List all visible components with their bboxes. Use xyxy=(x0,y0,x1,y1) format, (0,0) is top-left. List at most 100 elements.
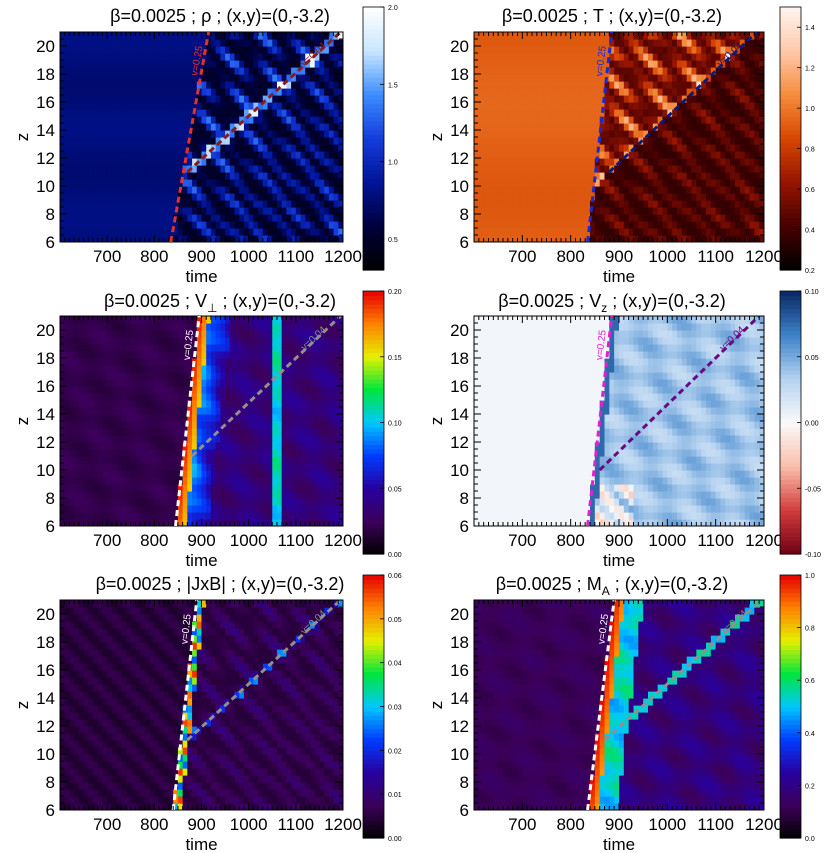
y-tick-label: 20 xyxy=(36,321,55,340)
colorbar-tick-label: 0.06 xyxy=(388,573,402,580)
colorbar-tick-label: -0.10 xyxy=(805,552,821,559)
colorbar-tick-label: 0.00 xyxy=(805,421,819,428)
colorbar-tick-label: 0.2 xyxy=(805,268,815,275)
colorbar: 0.20 0.15 0.10 0.05 0.00 xyxy=(362,289,402,559)
y-tick-label: 8 xyxy=(460,489,469,508)
chart-title: β=0.0025 ; T ; (x,y)=(0,-3.2) xyxy=(502,6,722,26)
colorbar-tick-label: 2.0 xyxy=(388,5,398,12)
annotation-line xyxy=(169,32,211,242)
heatmap-image xyxy=(60,600,343,810)
y-axis-label: z xyxy=(13,701,32,710)
x-tick-label: 800 xyxy=(140,247,168,266)
annotation-label: v=0.25 xyxy=(594,45,608,77)
y-tick-label: 10 xyxy=(36,745,55,764)
x-tick-label: 900 xyxy=(605,247,633,266)
colorbar-tick-label: 1.5 xyxy=(388,82,398,89)
x-tick-label: 1200 xyxy=(745,815,783,834)
y-axis-label: z xyxy=(427,417,446,426)
x-axis-label: time xyxy=(603,835,635,853)
colorbar: 1.0 0.8 0.6 0.4 0.2 0.0 xyxy=(779,573,815,843)
colorbar: 2.0 1.5 1.0 0.5 xyxy=(362,5,398,271)
y-tick-label: 8 xyxy=(46,773,55,792)
y-tick-label: 18 xyxy=(36,349,55,368)
colorbar-tick-label: 0.4 xyxy=(805,228,815,235)
x-tick-label: 1100 xyxy=(278,247,315,266)
y-tick-label: 6 xyxy=(460,233,469,252)
colorbar-tick-label: 0.10 xyxy=(805,289,819,296)
y-tick-label: 12 xyxy=(450,149,469,168)
x-tick-label: 700 xyxy=(508,531,536,550)
y-tick-label: 16 xyxy=(36,93,55,112)
x-tick-label: 1000 xyxy=(230,531,268,550)
y-tick-label: 12 xyxy=(36,717,55,736)
heatmap-image xyxy=(60,32,343,242)
y-tick-label: 10 xyxy=(450,461,469,480)
y-tick-label: 10 xyxy=(36,461,55,480)
y-tick-label: 14 xyxy=(36,689,55,708)
colorbar-tick-label: 0.15 xyxy=(388,355,402,362)
colorbar-tick-label: 0.20 xyxy=(388,289,402,296)
annotation-line xyxy=(598,316,761,472)
annotation-line xyxy=(191,316,342,458)
annotation-line xyxy=(174,316,201,526)
x-tick-label: 700 xyxy=(508,247,536,266)
heatmap-image xyxy=(60,316,343,526)
colorbar-tick-label: 1.0 xyxy=(805,573,815,580)
annotation-line xyxy=(186,600,342,742)
y-tick-label: 14 xyxy=(36,121,55,140)
y-tick-label: 6 xyxy=(46,801,55,820)
heatmap-image xyxy=(474,316,764,526)
colorbar-tick-label: 0.4 xyxy=(805,731,815,738)
y-tick-label: 6 xyxy=(46,233,55,252)
x-tick-label: 900 xyxy=(605,815,633,834)
colorbar-tick-label: 0.6 xyxy=(805,678,815,685)
y-tick-label: 12 xyxy=(36,433,55,452)
y-tick-label: 12 xyxy=(450,717,469,736)
colorbar-tick-label: 0.00 xyxy=(388,552,402,559)
annotation-line xyxy=(586,600,616,810)
colorbar-tick-label: 1.4 xyxy=(805,25,815,32)
x-tick-label: 1100 xyxy=(278,531,315,550)
annotation-label: v=0.25 xyxy=(182,329,196,361)
colorbar-tick-label: 0.8 xyxy=(805,626,815,633)
x-tick-label: 1200 xyxy=(745,247,783,266)
x-axis-label: time xyxy=(185,551,217,570)
y-tick-label: 6 xyxy=(460,801,469,820)
x-tick-label: 1200 xyxy=(745,531,783,550)
y-tick-label: 12 xyxy=(450,433,469,452)
y-tick-label: 6 xyxy=(46,517,55,536)
y-tick-label: 14 xyxy=(450,689,469,708)
y-tick-label: 20 xyxy=(450,605,469,624)
y-tick-label: 8 xyxy=(460,773,469,792)
x-tick-label: 1100 xyxy=(697,531,734,550)
y-tick-label: 18 xyxy=(36,633,55,652)
y-axis-label: z xyxy=(427,133,446,142)
y-tick-label: 16 xyxy=(450,661,469,680)
colorbar-tick-label: 0.05 xyxy=(805,355,819,362)
x-axis-label: time xyxy=(603,267,635,286)
y-tick-label: 12 xyxy=(36,149,55,168)
x-tick-label: 800 xyxy=(556,815,584,834)
x-tick-label: 1100 xyxy=(697,247,734,266)
x-axis-label: time xyxy=(185,835,217,853)
x-tick-label: 1000 xyxy=(648,531,686,550)
annotation-label: v=0.25 xyxy=(189,45,205,77)
y-tick-label: 14 xyxy=(450,121,469,140)
y-tick-label: 8 xyxy=(460,205,469,224)
y-tick-label: 14 xyxy=(36,405,55,424)
x-tick-label: 900 xyxy=(187,531,215,550)
y-tick-label: 14 xyxy=(450,405,469,424)
colorbar-tick-label: 0.01 xyxy=(388,792,402,799)
colorbar-tick-label: 0.2 xyxy=(805,783,815,790)
x-tick-label: 900 xyxy=(187,247,215,266)
heatmap-image xyxy=(474,600,764,810)
colorbar-tick-label: 1.0 xyxy=(388,160,398,167)
chart-title: β=0.0025 ; V⊥ ; (x,y)=(0,-3.2) xyxy=(104,291,336,315)
y-tick-label: 20 xyxy=(450,37,469,56)
x-tick-label: 700 xyxy=(93,247,121,266)
colorbar: 0.06 0.05 0.04 0.03 0.02 0.01 0.00 xyxy=(362,573,402,843)
